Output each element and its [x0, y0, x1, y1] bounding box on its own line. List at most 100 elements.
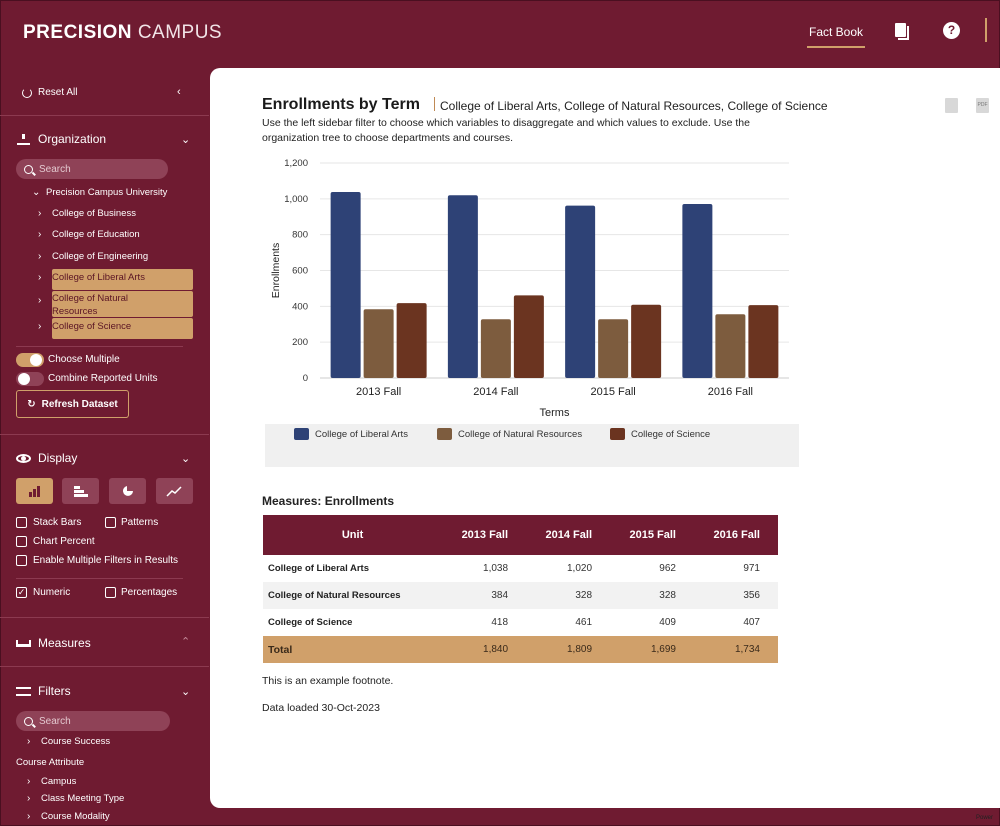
measures-header[interactable]: Measures: [16, 636, 91, 650]
legend-label: College of Science: [631, 428, 711, 440]
column-header[interactable]: 2016 Fall: [693, 515, 778, 555]
tree-item-label-line1: College of Natural: [52, 293, 129, 304]
chevron-right-icon: ›: [38, 321, 42, 332]
tree-item-label: College of Liberal Arts: [52, 272, 145, 283]
refresh-dataset-button[interactable]: ↻ Refresh Dataset: [16, 390, 129, 418]
table-cell: 1,699: [610, 636, 694, 663]
organization-search-input[interactable]: Search: [16, 159, 168, 179]
logo-light: CAMPUS: [137, 22, 223, 43]
filter-label: Class Meeting Type: [41, 793, 125, 804]
filter-course-success[interactable]: › Course Success: [27, 736, 110, 747]
table-cell: 1,840: [442, 636, 527, 663]
chart-legend: College of Liberal Arts College of Natur…: [265, 424, 799, 467]
bar-chart-button[interactable]: [16, 478, 53, 504]
chevron-right-icon: ›: [38, 208, 42, 219]
tree-item-engineering[interactable]: › College of Engineering: [38, 251, 148, 262]
reset-all-button[interactable]: Reset All: [22, 87, 77, 98]
legend-label: College of Liberal Arts: [315, 428, 408, 440]
y-tick-label: 1,000: [284, 194, 308, 205]
x-axis-label: Terms: [540, 407, 570, 419]
tree-item-label: College of Natural Resources: [52, 292, 128, 318]
filter-group-course-attribute: Course Attribute: [16, 757, 84, 768]
filter-course-modality[interactable]: › Course Modality: [27, 811, 110, 822]
filter-campus[interactable]: › Campus: [27, 776, 76, 787]
display-header[interactable]: Display: [16, 451, 77, 465]
export-pdf-icon[interactable]: PDF: [976, 98, 989, 113]
choose-multiple-toggle[interactable]: [16, 353, 44, 367]
pie-chart-button[interactable]: [109, 478, 146, 504]
stack-bars-checkbox[interactable]: [16, 517, 27, 528]
table-total-row: Total 1,840 1,809 1,699 1,734: [263, 636, 778, 663]
chevron-up-icon[interactable]: ⌃: [181, 636, 191, 648]
chevron-down-icon[interactable]: ⌄: [181, 134, 191, 146]
filters-search-input[interactable]: Search: [16, 711, 170, 731]
chevron-down-icon[interactable]: ⌄: [181, 686, 191, 698]
chevron-right-icon: ›: [38, 229, 42, 240]
tree-item-natural-resources[interactable]: › College of Natural Resources: [38, 292, 128, 318]
chevron-down-icon[interactable]: ⌄: [181, 453, 191, 465]
help-icon[interactable]: ?: [943, 22, 960, 39]
x-tick-label: 2016 Fall: [708, 386, 753, 398]
title-separator: [434, 97, 435, 111]
logo[interactable]: PRECISION CAMPUS: [23, 22, 222, 44]
column-header[interactable]: Unit: [263, 515, 443, 555]
percentages-checkbox[interactable]: [105, 587, 116, 598]
y-tick-label: 0: [303, 373, 308, 384]
tree-item-education[interactable]: › College of Education: [38, 229, 140, 240]
table-cell: College of Natural Resources: [263, 582, 443, 609]
export-image-icon[interactable]: [945, 98, 958, 113]
tree-item-label-line2: Resources: [52, 306, 98, 317]
column-header[interactable]: 2014 Fall: [526, 515, 611, 555]
patterns-checkbox[interactable]: [105, 517, 116, 528]
horizontal-bar-button[interactable]: [62, 478, 99, 504]
y-tick-label: 600: [292, 266, 308, 277]
table-cell: 409: [659, 617, 676, 628]
table-cell: 1,734: [693, 636, 778, 663]
y-tick-label: 200: [292, 337, 308, 348]
numeric-label: Numeric: [33, 587, 71, 598]
line-chart-button[interactable]: [156, 478, 193, 504]
legend-label: College of Natural Resources: [458, 428, 583, 440]
y-tick-label: 1,200: [284, 158, 308, 169]
data-loaded-text: Data loaded 30-Oct-2023: [262, 702, 380, 714]
toggle-knob: [30, 354, 42, 366]
table-cell: 328: [610, 582, 694, 609]
table-cell: 962: [659, 563, 676, 574]
chevron-right-icon: ›: [38, 251, 42, 262]
filter-class-meeting-type[interactable]: › Class Meeting Type: [27, 793, 124, 804]
tree-root[interactable]: ⌄ Precision Campus University: [32, 187, 167, 198]
tree-item-liberal-arts[interactable]: › College of Liberal Arts: [38, 272, 145, 283]
line-chart-icon: [166, 486, 182, 497]
divider: [16, 578, 183, 579]
reset-all-label: Reset All: [38, 87, 78, 98]
bar: [513, 295, 544, 378]
table-row: College of Natural Resources 384 328 328…: [263, 582, 778, 609]
refresh-icon: ↻: [27, 398, 36, 410]
table-cell: 461: [575, 617, 593, 628]
table-cell: 1,038: [483, 563, 509, 574]
table-cell: 356: [693, 582, 778, 609]
collapse-sidebar-icon[interactable]: ‹: [177, 86, 181, 98]
bar: [598, 319, 629, 378]
divider: [0, 434, 209, 435]
legend-item-science[interactable]: College of Science: [610, 428, 710, 440]
tree-item-business[interactable]: › College of Business: [38, 208, 136, 219]
legend-item-liberal-arts[interactable]: College of Liberal Arts: [294, 428, 408, 440]
book-icon[interactable]: [893, 22, 911, 40]
column-header[interactable]: 2013 Fall: [442, 515, 527, 555]
tree-item-science[interactable]: › College of Science: [38, 321, 131, 332]
toggle-knob: [18, 373, 30, 385]
column-header[interactable]: 2015 Fall: [610, 515, 694, 555]
legend-item-natural-resources[interactable]: College of Natural Resources: [437, 428, 582, 440]
chevron-right-icon: ›: [27, 776, 31, 787]
nav-fact-book[interactable]: Fact Book: [807, 22, 865, 48]
multiple-filters-checkbox[interactable]: [16, 555, 27, 566]
filters-header[interactable]: Filters: [16, 684, 71, 698]
organization-header[interactable]: Organization: [17, 132, 106, 146]
numeric-checkbox[interactable]: ✓: [16, 587, 27, 598]
table-cell: College of Liberal Arts: [268, 563, 369, 574]
chart-percent-checkbox[interactable]: [16, 536, 27, 547]
logo-bold: PRECISION: [23, 22, 133, 43]
table-cell: College of Science: [268, 617, 353, 628]
combine-units-toggle[interactable]: [16, 372, 44, 386]
